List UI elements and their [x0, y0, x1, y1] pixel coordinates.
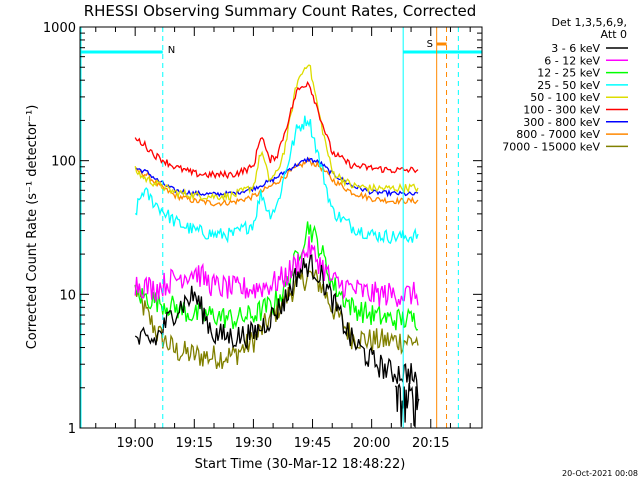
legend-label: 300 - 800 keV [523, 116, 600, 129]
legend-header-line1: Det 1,3,5,6,9, [551, 16, 627, 29]
y-tick-label: 1000 [43, 21, 76, 36]
x-tick-label: 19:30 [235, 436, 272, 451]
chart-title: RHESSI Observing Summary Count Rates, Co… [84, 2, 477, 20]
series-group [134, 64, 420, 429]
legend-label: 50 - 100 keV [530, 91, 600, 104]
series-line-100-300kev [134, 80, 419, 180]
x-tick-label: 19:45 [294, 436, 331, 451]
annotation-group: NS [80, 27, 482, 428]
series-line-3-6kev [134, 254, 419, 401]
y-tick-label: 1 [68, 422, 76, 437]
series-line-50-100kev [134, 64, 419, 202]
x-tick-label: 20:15 [412, 436, 449, 451]
legend-label: 12 - 25 keV [537, 67, 600, 80]
legend-label: 3 - 6 keV [551, 42, 600, 55]
series-line-3-6kev-tail [394, 383, 420, 429]
legend-label: 7000 - 15000 keV [502, 140, 600, 153]
legend-label: 6 - 12 keV [544, 54, 600, 67]
x-tick-label: 19:15 [176, 436, 213, 451]
y-tick-label: 100 [51, 155, 76, 170]
series-line-7000-15000kev [134, 269, 419, 370]
y-tick-label: 10 [59, 288, 76, 303]
axis-group: 1 10 100 1000 19:00 19:15 19:30 19:45 20:00 20:15 [43, 21, 483, 451]
legend-label: 100 - 300 keV [523, 104, 600, 117]
series-line-12-25kev [134, 221, 419, 331]
y-axis-label: Corrected Count Rate (s⁻¹ detector⁻¹) [25, 105, 40, 350]
legend-header-line2: Att 0 [601, 28, 627, 41]
x-tick-label: 19:00 [116, 436, 153, 451]
plot-frame [79, 26, 483, 429]
saa-label: S [427, 39, 433, 50]
legend-label: 25 - 50 keV [537, 79, 600, 92]
x-tick-label: 20:00 [353, 436, 390, 451]
date-stamp: 20-Oct-2021 00:08 [562, 469, 638, 478]
series-line-6-12kev [134, 236, 419, 307]
night-label: N [168, 45, 175, 56]
series-line-800-7000kev [134, 156, 419, 207]
series-line-25-50kev [134, 115, 419, 245]
x-axis-label: Start Time (30-Mar-12 18:48:22) [195, 457, 406, 472]
legend-label: 800 - 7000 keV [516, 128, 600, 141]
